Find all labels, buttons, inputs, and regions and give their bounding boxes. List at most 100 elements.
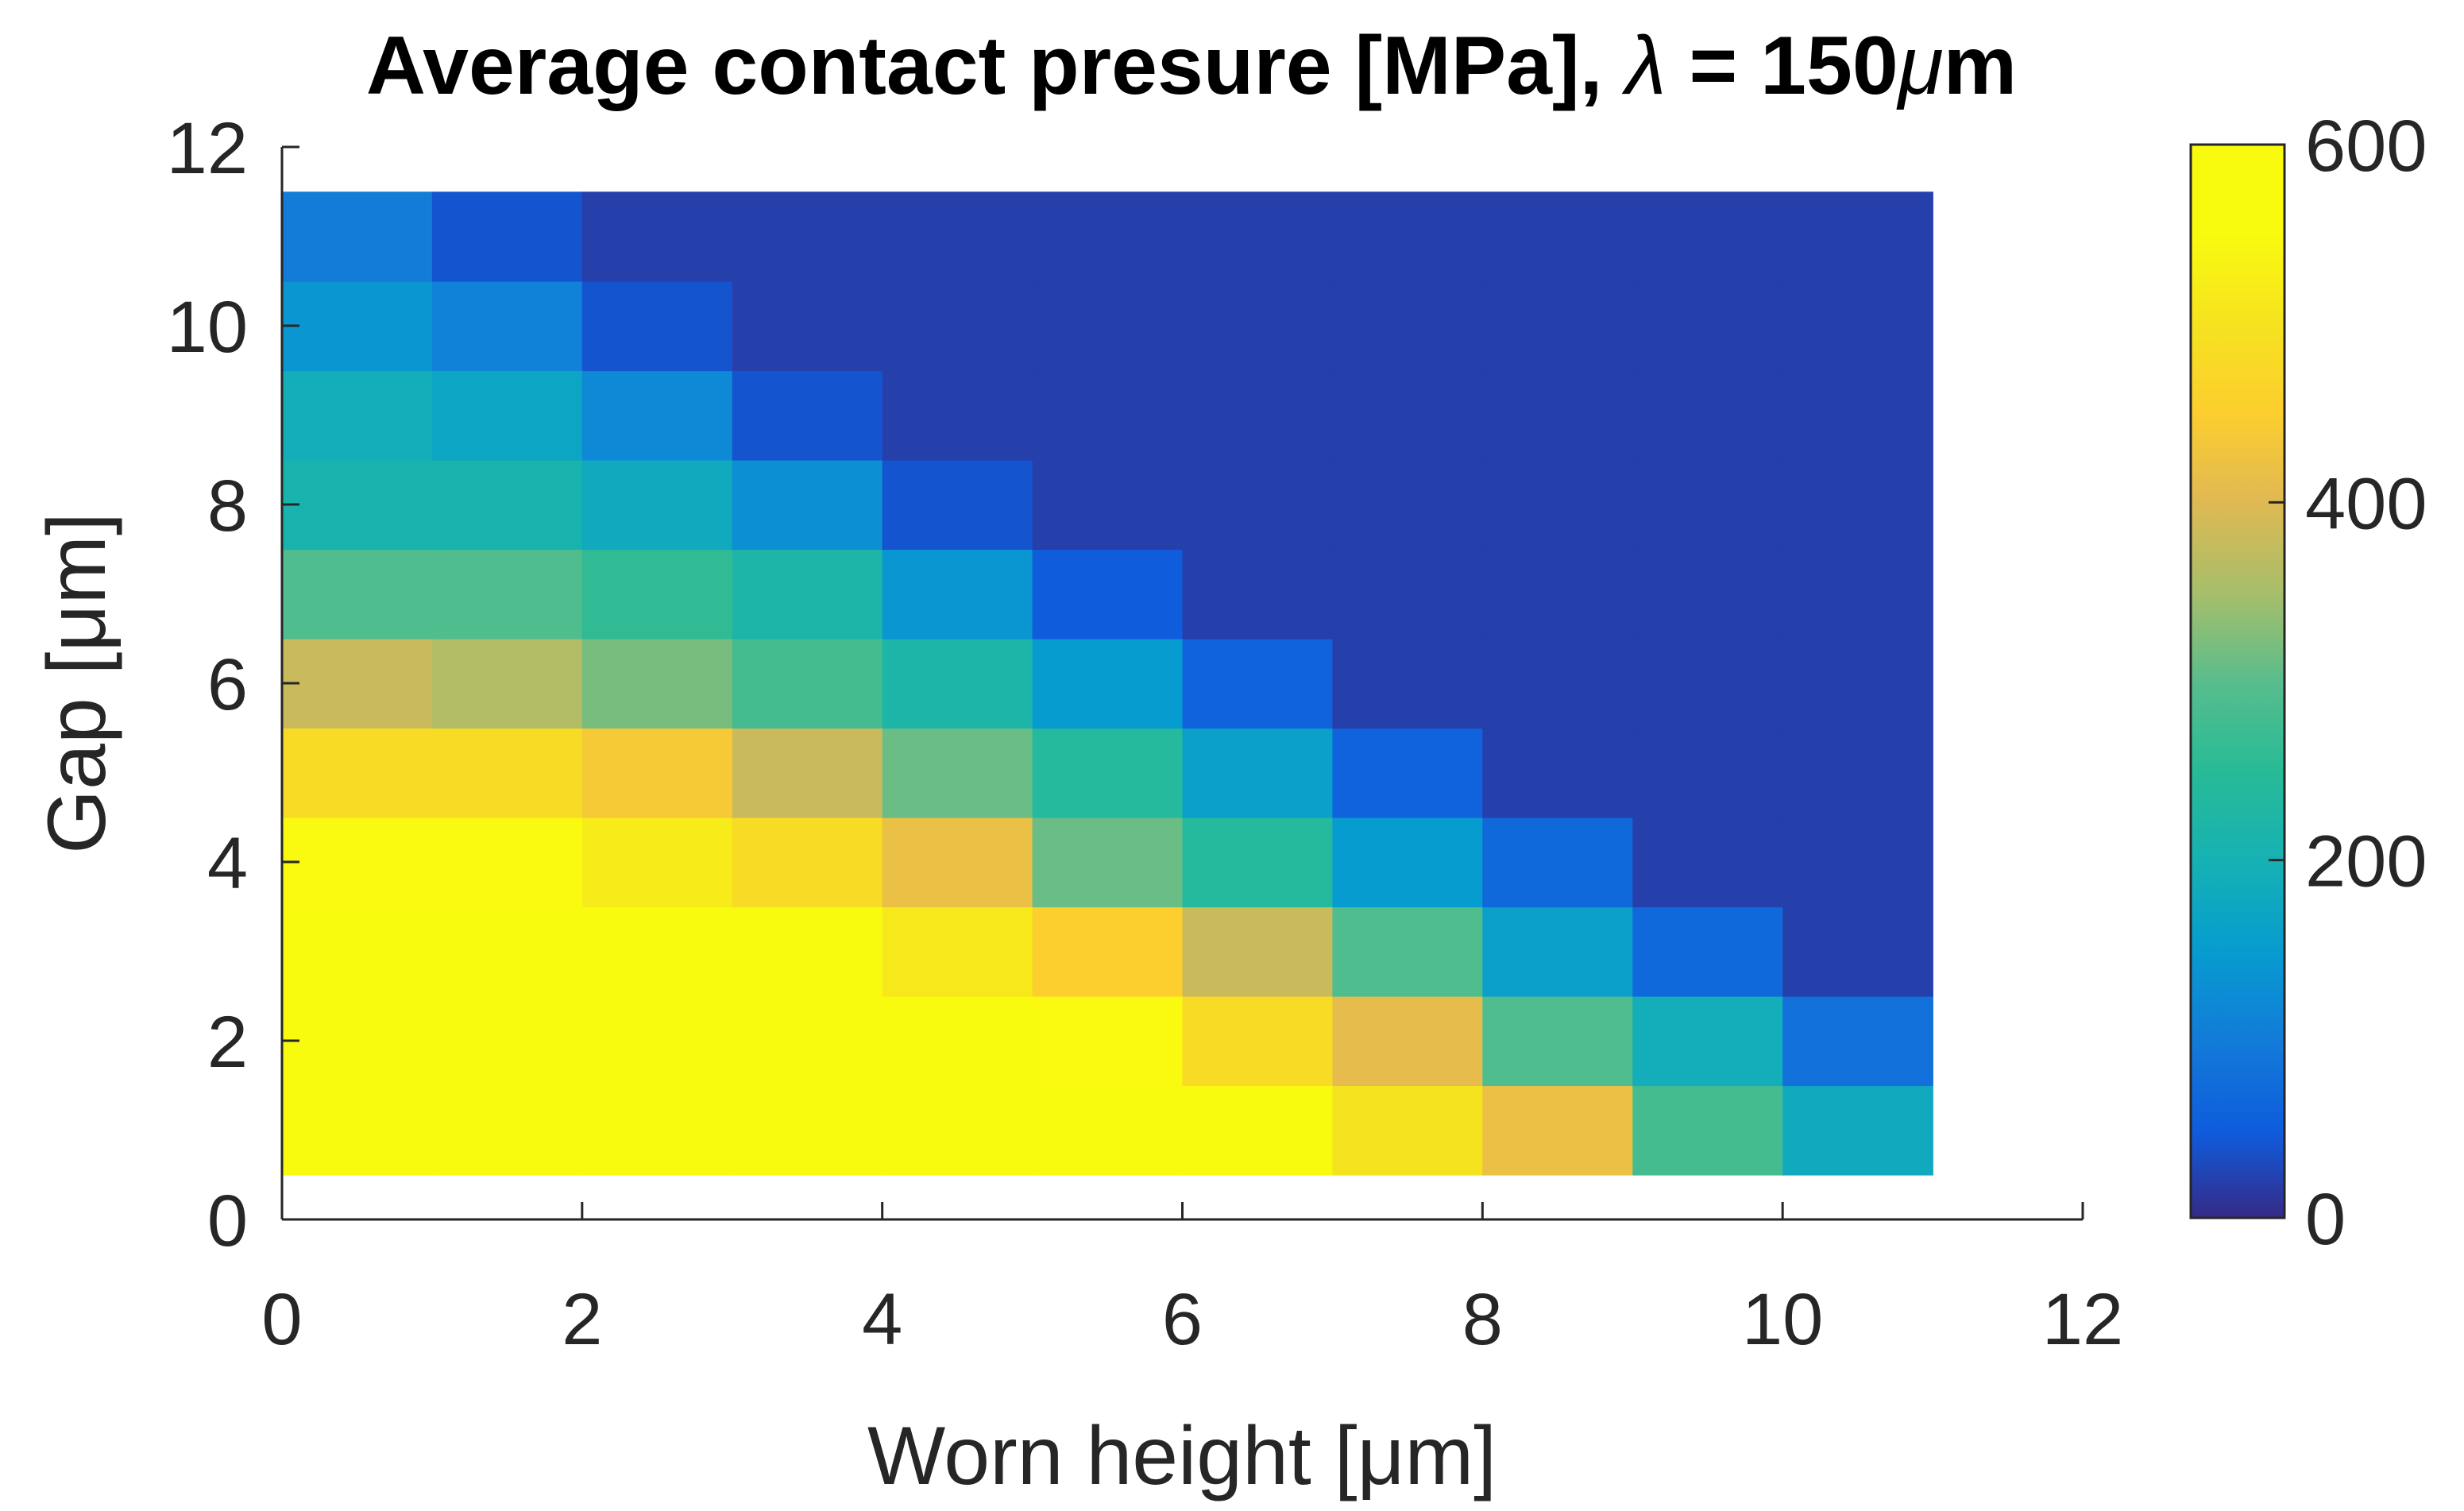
- heatmap-cell: [282, 817, 433, 908]
- heatmap-cell: [431, 638, 583, 729]
- heatmap-cell: [1632, 817, 1783, 908]
- chart-title: Average contact presure [MPa], λ = 150μm: [366, 20, 2017, 112]
- heatmap-cell: [1632, 995, 1783, 1087]
- heatmap-cell: [1182, 280, 1334, 372]
- heatmap-cell: [1482, 549, 1633, 640]
- x-axis-label: Worn height [μm]: [867, 1410, 1497, 1502]
- heatmap-cell: [1482, 638, 1633, 729]
- heatmap-cell: [1332, 280, 1484, 372]
- heatmap-cell: [882, 728, 1033, 818]
- heatmap-cell: [581, 817, 733, 908]
- heatmap-cell: [581, 1085, 733, 1176]
- y-axis-ticks: 0 2 4 6 8 10 12: [167, 108, 299, 1262]
- heatmap-cell: [431, 549, 583, 640]
- heatmap-cell: [581, 280, 733, 372]
- heatmap-cell: [1032, 638, 1184, 729]
- heatmap-cell: [581, 370, 733, 461]
- heatmap-cell: [1632, 370, 1783, 461]
- chart-title-unit-symbol: μ: [1896, 20, 1944, 112]
- y-tick-label: 6: [207, 644, 248, 725]
- heatmap-cell: [1632, 638, 1783, 729]
- heatmap-cell: [732, 549, 883, 640]
- y-tick-label: 8: [207, 466, 248, 547]
- heatmap-cell: [1632, 280, 1783, 372]
- heatmap-cell: [1032, 995, 1184, 1087]
- colorbar-tick-label: 200: [2305, 821, 2427, 902]
- chart-title-unit: m: [1944, 20, 2017, 112]
- heatmap-cell: [1182, 459, 1334, 551]
- heatmap-cell: [282, 459, 433, 551]
- colorbar-ticks: 0 200 400 600: [2269, 106, 2427, 1260]
- heatmap-cell: [1482, 1085, 1633, 1176]
- heatmap-cell: [1782, 459, 1933, 551]
- heatmap-cell: [1182, 906, 1334, 997]
- colorbar-tick-label: 400: [2305, 463, 2427, 544]
- heatmap-cell: [732, 728, 883, 818]
- heatmap-cell: [1182, 1085, 1334, 1176]
- heatmap-cell: [581, 906, 733, 997]
- heatmap-cell: [431, 459, 583, 551]
- heatmap-cell: [732, 370, 883, 461]
- heatmap-cell: [1332, 638, 1484, 729]
- heatmap-cell: [1632, 906, 1783, 997]
- heatmap-cell: [1332, 817, 1484, 908]
- colorbar-tick-label: 600: [2305, 106, 2427, 187]
- heatmap-cell: [1482, 906, 1633, 997]
- x-tick-label: 12: [2042, 1279, 2123, 1360]
- heatmap-cell: [282, 370, 433, 461]
- heatmap-cell: [1482, 817, 1633, 908]
- heatmap-cell: [1332, 995, 1484, 1087]
- x-tick-label: 0: [261, 1279, 302, 1360]
- heatmap-cell: [282, 728, 433, 818]
- heatmap-cell: [1332, 370, 1484, 461]
- heatmap-cell: [1482, 370, 1633, 461]
- heatmap-cell: [282, 1085, 433, 1176]
- heatmap-cell: [282, 280, 433, 372]
- heatmap-cell: [1182, 370, 1334, 461]
- colorbar: 0 200 400 600: [2189, 106, 2427, 1260]
- heatmap-cell: [1632, 549, 1783, 640]
- heatmap-cell: [1332, 191, 1484, 282]
- heatmap-cell: [882, 638, 1033, 729]
- x-tick-label: 8: [1462, 1279, 1503, 1360]
- heatmap-cell: [1482, 728, 1633, 818]
- heatmap-cell: [882, 549, 1033, 640]
- heatmap-cell: [1182, 549, 1334, 640]
- y-tick-label: 4: [207, 823, 248, 904]
- heatmap-cell: [1332, 728, 1484, 818]
- heatmap-cell: [282, 995, 433, 1087]
- heatmap-cell: [1182, 817, 1334, 908]
- heatmap-cell: [732, 1085, 883, 1176]
- heatmap-cell: [882, 995, 1033, 1087]
- heatmap-cell: [431, 728, 583, 818]
- heatmap-cell: [1782, 370, 1933, 461]
- heatmap-cell: [882, 1085, 1033, 1176]
- heatmap-cell: [1332, 549, 1484, 640]
- y-tick-label: 2: [207, 1002, 248, 1083]
- y-tick-label: 12: [167, 108, 248, 189]
- heatmap-cell: [581, 549, 733, 640]
- heatmap-cell: [1782, 906, 1933, 997]
- heatmap-cell: [732, 817, 883, 908]
- x-tick-label: 6: [1162, 1279, 1203, 1360]
- heatmap-cell: [1782, 1085, 1933, 1176]
- y-tick-label: 0: [207, 1181, 248, 1262]
- heatmap-cell: [1782, 995, 1933, 1087]
- heatmap-cell: [282, 906, 433, 997]
- heatmap-cell: [282, 549, 433, 640]
- heatmap-cell: [431, 817, 583, 908]
- heatmap-cell: [581, 728, 733, 818]
- heatmap-cell: [882, 370, 1033, 461]
- heatmap-cell: [882, 906, 1033, 997]
- chart-title-main: Average contact presure [MPa],: [366, 20, 1626, 112]
- heatmap-cell: [1032, 549, 1184, 640]
- heatmap-cell: [282, 638, 433, 729]
- heatmap-cell: [1182, 191, 1334, 282]
- heatmap-cell: [581, 638, 733, 729]
- heatmap-cell: [1332, 906, 1484, 997]
- heatmap-cell: [1782, 817, 1933, 908]
- heatmap-cell: [1782, 280, 1933, 372]
- heatmap-cell: [1632, 191, 1783, 282]
- x-axis-ticks: 0 2 4 6 8 10 12: [261, 1202, 2123, 1360]
- heatmap-cell: [882, 280, 1033, 372]
